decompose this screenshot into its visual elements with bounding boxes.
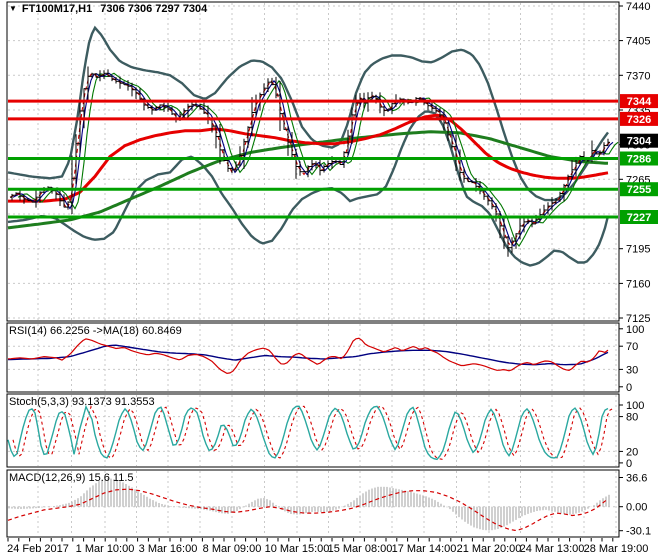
svg-text:36.6: 36.6: [626, 473, 647, 485]
svg-text:80: 80: [626, 412, 638, 424]
time-axis[interactable]: 24 Feb 2017 1 Mar 10:00 3 Mar 16:00 8 Mar 0…: [7, 538, 648, 555]
svg-text:0: 0: [626, 458, 632, 470]
rsi-indicator-label: RSI(14) 66.2256 ->MA(18) 60.8469: [9, 325, 182, 337]
svg-text:7125: 7125: [626, 313, 650, 325]
svg-text:7344: 7344: [627, 96, 652, 108]
svg-text:28 Mar 19:00: 28 Mar 19:00: [584, 543, 649, 555]
svg-text:21 Mar 20:00: 21 Mar 20:00: [457, 543, 522, 555]
stoch-panel[interactable]: [6, 393, 620, 468]
svg-text:8 Mar 09:00: 8 Mar 09:00: [203, 543, 262, 555]
svg-text:7370: 7370: [626, 70, 650, 82]
macd-indicator-label: MACD(12,26,9) 15.6 11.5: [9, 472, 134, 484]
svg-text:17 Mar 14:00: 17 Mar 14:00: [392, 543, 457, 555]
svg-text:24 Mar 13:00: 24 Mar 13:00: [520, 543, 585, 555]
svg-text:7227: 7227: [627, 212, 651, 224]
rsi-panel[interactable]: [6, 322, 620, 393]
svg-text:7255: 7255: [627, 184, 651, 196]
svg-text:0: 0: [626, 382, 632, 394]
svg-text:10 Mar 15:00: 10 Mar 15:00: [265, 543, 330, 555]
symbol-name: FT100M17,H1: [21, 3, 93, 15]
svg-text:7304: 7304: [627, 136, 652, 148]
svg-text:15 Mar 08:00: 15 Mar 08:00: [328, 543, 393, 555]
svg-text:7160: 7160: [626, 278, 650, 290]
macd-panel[interactable]: [6, 469, 620, 538]
svg-text:100: 100: [626, 400, 644, 412]
svg-text:20: 20: [626, 446, 638, 458]
ohlc-quotes: 7306 7306 7297 7304: [100, 3, 208, 15]
main-panel[interactable]: [6, 1, 620, 322]
stoch-indicator-label: Stoch(5,3,3) 93.1373 91.3553: [9, 396, 155, 408]
svg-text:100: 100: [626, 324, 644, 336]
svg-text:7326: 7326: [627, 114, 651, 126]
chart-title: ▼ FT100M17,H1 7306 7306 7297 7304: [9, 3, 207, 15]
svg-text:24 Feb 2017: 24 Feb 2017: [7, 543, 69, 555]
svg-text:7405: 7405: [626, 36, 650, 48]
svg-text:7195: 7195: [626, 244, 650, 256]
svg-text:3 Mar 16:00: 3 Mar 16:00: [139, 543, 198, 555]
svg-text:0.00: 0.00: [626, 502, 647, 514]
price-axis[interactable]: 7440740573707335730072657195716071257344…: [619, 1, 658, 538]
symbol-dropdown-icon[interactable]: ▼: [9, 4, 17, 13]
svg-text:70: 70: [626, 341, 638, 353]
svg-text:-30.1: -30.1: [626, 526, 651, 538]
svg-text:7440: 7440: [626, 1, 650, 13]
svg-text:1 Mar 10:00: 1 Mar 10:00: [76, 543, 135, 555]
svg-text:30: 30: [626, 364, 638, 376]
svg-text:7286: 7286: [627, 154, 651, 166]
